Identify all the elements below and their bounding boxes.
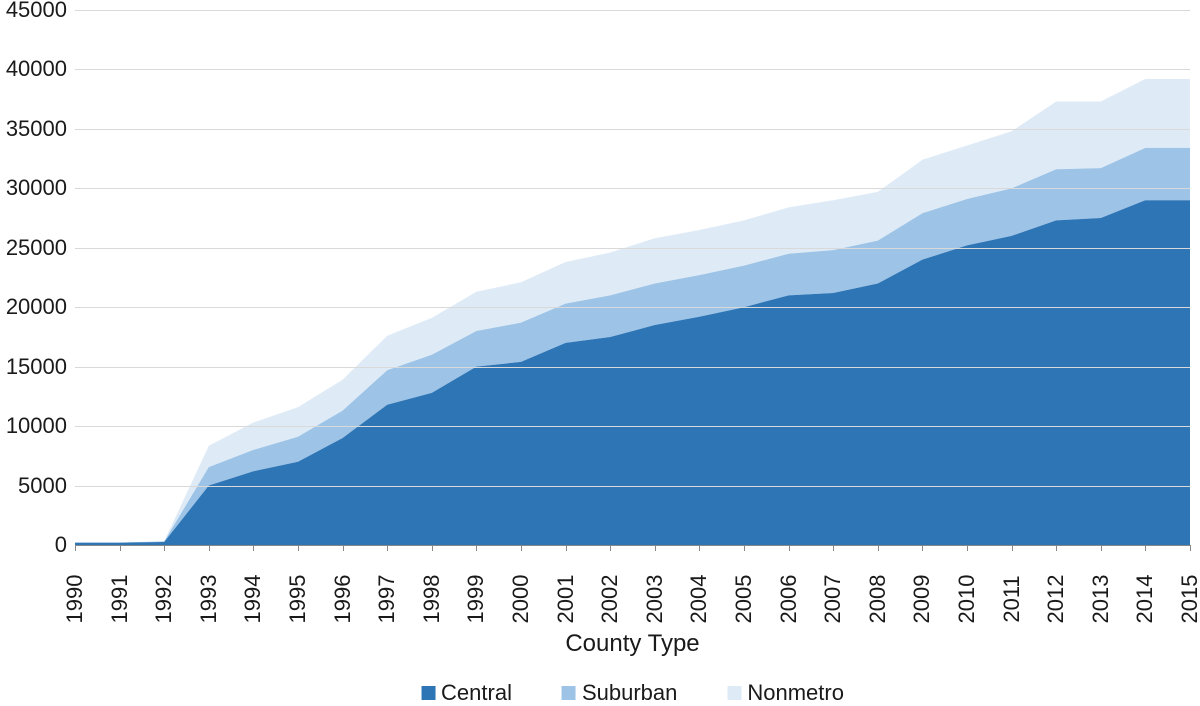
legend-item-nonmetro: Nonmetro	[727, 680, 844, 706]
x-tick-mark	[967, 545, 968, 551]
x-tick-label: 2002	[597, 575, 623, 624]
x-tick-label: 1993	[196, 575, 222, 624]
x-tick-label: 2011	[999, 575, 1025, 622]
x-tick-label: 2014	[1132, 575, 1158, 624]
x-tick-mark	[699, 545, 700, 551]
y-tick-label: 45000	[0, 0, 67, 23]
legend-swatch-icon	[562, 686, 576, 700]
legend-swatch-icon	[727, 686, 741, 700]
x-tick-label: 2005	[731, 575, 757, 624]
legend-swatch-icon	[421, 686, 435, 700]
x-tick-label: 2013	[1088, 575, 1114, 624]
x-tick-label: 2001	[553, 575, 579, 624]
x-tick-mark	[298, 545, 299, 551]
y-gridline	[75, 486, 1190, 487]
x-tick-mark	[1145, 545, 1146, 551]
x-tick-mark	[1012, 545, 1013, 551]
plot-area	[75, 10, 1190, 545]
x-tick-mark	[566, 545, 567, 551]
x-tick-mark	[1190, 545, 1191, 551]
x-tick-label: 2012	[1043, 575, 1069, 624]
x-tick-mark	[655, 545, 656, 551]
x-tick-mark	[1101, 545, 1102, 551]
x-tick-mark	[75, 545, 76, 551]
x-tick-mark	[209, 545, 210, 551]
x-tick-label: 1992	[151, 575, 177, 624]
x-tick-label: 1994	[240, 575, 266, 624]
y-tick-label: 20000	[0, 294, 67, 320]
area-series-svg	[75, 10, 1190, 545]
legend-label: Suburban	[582, 680, 677, 706]
x-axis-title: County Type	[75, 630, 1190, 658]
x-tick-mark	[343, 545, 344, 551]
legend-label: Central	[441, 680, 512, 706]
x-tick-label: 2007	[820, 575, 846, 624]
x-tick-mark	[164, 545, 165, 551]
x-tick-label: 1999	[463, 575, 489, 624]
y-gridline	[75, 248, 1190, 249]
legend-item-central: Central	[421, 680, 512, 706]
x-tick-mark	[120, 545, 121, 551]
y-gridline	[75, 426, 1190, 427]
x-axis-line	[75, 545, 1190, 546]
y-gridline	[75, 188, 1190, 189]
y-tick-label: 35000	[0, 116, 67, 142]
legend: Central Suburban Nonmetro	[421, 680, 844, 706]
x-tick-mark	[476, 545, 477, 551]
x-tick-mark	[833, 545, 834, 551]
y-gridline	[75, 367, 1190, 368]
x-tick-label: 2010	[954, 575, 980, 624]
x-tick-mark	[878, 545, 879, 551]
x-tick-mark	[387, 545, 388, 551]
legend-label: Nonmetro	[747, 680, 844, 706]
y-gridline	[75, 69, 1190, 70]
y-tick-label: 15000	[0, 354, 67, 380]
stacked-area-chart: County Type Central Suburban Nonmetro 0 500…	[0, 0, 1200, 706]
x-tick-mark	[789, 545, 790, 551]
x-tick-label: 2006	[776, 575, 802, 624]
x-tick-label: 2009	[909, 575, 935, 624]
x-tick-mark	[521, 545, 522, 551]
x-tick-label: 1996	[330, 575, 356, 624]
x-tick-label: 1998	[419, 575, 445, 624]
x-tick-mark	[1056, 545, 1057, 551]
y-tick-label: 10000	[0, 413, 67, 439]
x-tick-mark	[432, 545, 433, 551]
x-tick-mark	[922, 545, 923, 551]
y-gridline	[75, 307, 1190, 308]
y-gridline	[75, 129, 1190, 130]
x-tick-label: 1995	[285, 575, 311, 624]
y-tick-label: 0	[0, 532, 67, 558]
x-tick-mark	[744, 545, 745, 551]
x-tick-label: 2008	[865, 575, 891, 624]
y-tick-label: 25000	[0, 235, 67, 261]
x-tick-label: 2004	[686, 575, 712, 624]
y-tick-label: 40000	[0, 56, 67, 82]
x-tick-label: 2000	[508, 575, 534, 624]
x-tick-mark	[610, 545, 611, 551]
y-tick-label: 5000	[0, 473, 67, 499]
x-tick-label: 1990	[62, 575, 88, 624]
x-tick-mark	[253, 545, 254, 551]
x-tick-label: 2003	[642, 575, 668, 624]
x-tick-label: 2015	[1177, 575, 1200, 624]
x-tick-label: 1997	[374, 575, 400, 624]
y-tick-label: 30000	[0, 175, 67, 201]
y-gridline	[75, 10, 1190, 11]
x-tick-label: 1991	[107, 575, 133, 624]
legend-item-suburban: Suburban	[562, 680, 677, 706]
